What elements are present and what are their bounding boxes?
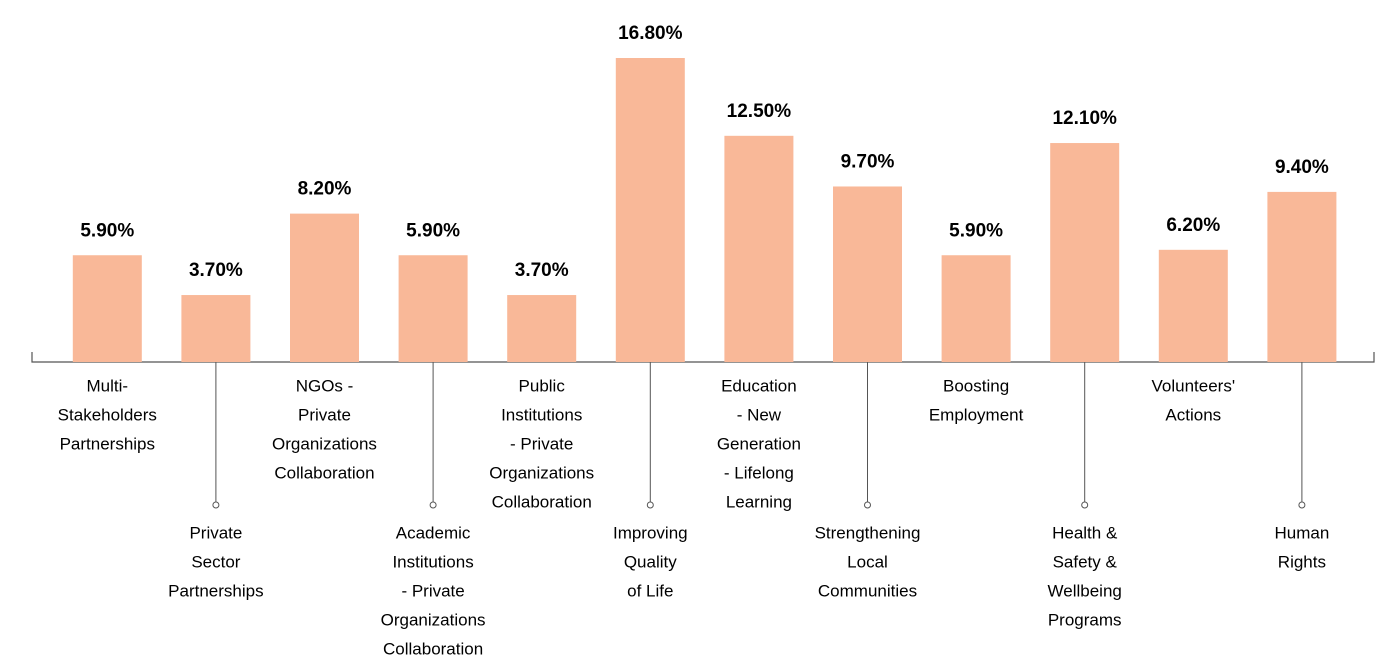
category-label: Organizations (381, 610, 486, 629)
value-label: 3.70% (189, 260, 243, 281)
value-label: 3.70% (515, 260, 569, 281)
category-label: Institutions (392, 552, 473, 571)
category-label: Stakeholders (58, 405, 157, 424)
category-label: Human (1274, 523, 1329, 542)
category-label: Volunteers' (1152, 376, 1236, 395)
category-label: Collaboration (492, 492, 592, 511)
category-label: Wellbeing (1048, 581, 1122, 600)
bar (72, 255, 142, 362)
bar (615, 58, 685, 362)
value-label: 9.70% (841, 151, 895, 172)
bar (290, 213, 359, 362)
bar (398, 255, 468, 362)
value-label: 9.40% (1275, 157, 1329, 178)
connector-dot (646, 501, 654, 509)
category-label: Safety & (1053, 552, 1118, 571)
category-label: Organizations (489, 463, 594, 482)
category-label: Partnerships (60, 434, 155, 453)
category-label: Education (721, 376, 797, 395)
category-label: Multi- (87, 376, 129, 395)
category-label: Actions (1165, 405, 1221, 424)
value-label: 8.20% (298, 179, 352, 200)
category-label: - Lifelong (724, 463, 794, 482)
category-label: Collaboration (274, 463, 374, 482)
category-label: Sector (191, 552, 240, 571)
category-label: Private (189, 523, 242, 542)
value-label: 5.90% (949, 220, 1003, 241)
bar (1158, 249, 1228, 362)
value-label: 16.80% (618, 23, 683, 44)
category-label: Institutions (501, 405, 582, 424)
category-label: Generation (717, 434, 801, 453)
category-label: Programs (1048, 610, 1122, 629)
connector-dot (1298, 501, 1306, 509)
category-label: Health & (1052, 523, 1118, 542)
connector-dot (212, 501, 220, 509)
bar (181, 295, 251, 362)
category-label: Employment (929, 405, 1024, 424)
category-label: Improving (613, 523, 688, 542)
category-label: Communities (818, 581, 917, 600)
category-label: Organizations (272, 434, 377, 453)
category-label: Local (847, 552, 888, 571)
bar (1267, 191, 1337, 362)
bar (833, 186, 902, 362)
category-label: Academic (396, 523, 471, 542)
category-label: - New (737, 405, 782, 424)
category-label: Rights (1278, 552, 1326, 571)
category-label: Quality (624, 552, 677, 571)
connector-dot (864, 501, 871, 509)
connector-dot (429, 501, 437, 509)
category-label: Collaboration (383, 639, 483, 658)
category-label: Learning (726, 492, 792, 511)
connector-dot (1081, 501, 1089, 509)
category-label: Public (519, 376, 566, 395)
value-label: 12.10% (1052, 108, 1117, 129)
category-label: Private (298, 405, 351, 424)
value-label: 6.20% (1166, 215, 1220, 236)
category-label: Partnerships (168, 581, 263, 600)
category-label: - Private (401, 581, 464, 600)
category-label: - Private (510, 434, 573, 453)
bar (941, 255, 1011, 362)
category-label: NGOs - (296, 376, 354, 395)
bar (724, 135, 794, 362)
value-label: 5.90% (406, 220, 460, 241)
category-label: Boosting (943, 376, 1009, 395)
category-label: Strengthening (815, 523, 921, 542)
bar (507, 295, 577, 362)
value-label: 12.50% (727, 101, 792, 122)
value-label: 5.90% (80, 220, 134, 241)
category-label: of Life (627, 581, 673, 600)
baseline (31, 352, 1375, 363)
bar (1050, 143, 1120, 362)
